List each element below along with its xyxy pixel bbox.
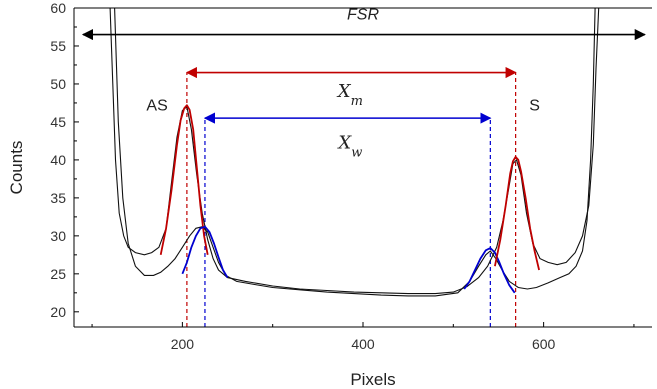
fit-curve-2 xyxy=(181,225,229,279)
y-tick-label: 40 xyxy=(50,152,66,168)
annotation-2: AS xyxy=(146,98,167,115)
x-tick-label: 600 xyxy=(532,336,556,352)
x-tick-label: 200 xyxy=(171,336,195,352)
y-tick-label: 45 xyxy=(50,114,66,130)
data-series-2 xyxy=(114,8,596,297)
y-tick-label: 55 xyxy=(50,38,66,54)
fit-curve-1 xyxy=(159,104,209,255)
annotation-subscript: m xyxy=(351,93,363,108)
annotation-1: FSR xyxy=(347,6,379,23)
x-tick-label: 400 xyxy=(351,336,375,352)
annotation-subscript: w xyxy=(351,145,362,160)
y-tick-label: 30 xyxy=(50,228,66,244)
x-axis-label: Pixels xyxy=(350,370,395,389)
y-tick-label: 60 xyxy=(50,0,66,16)
plot-area xyxy=(81,8,646,327)
y-tick-label: 20 xyxy=(50,304,66,320)
axes xyxy=(73,7,652,328)
annotation-3: S xyxy=(529,98,540,115)
fit-curve-4 xyxy=(494,156,540,271)
data-series-1 xyxy=(109,8,600,295)
y-tick-label: 35 xyxy=(50,190,66,206)
y-axis-label: Counts xyxy=(7,141,26,195)
y-tick-label: 50 xyxy=(50,76,66,92)
fit-curve-3 xyxy=(463,247,516,294)
y-tick-label: 25 xyxy=(50,266,66,282)
tick-labels: 20 25 30 35 40 45 50 55 60 200 400 600 xyxy=(50,0,555,352)
